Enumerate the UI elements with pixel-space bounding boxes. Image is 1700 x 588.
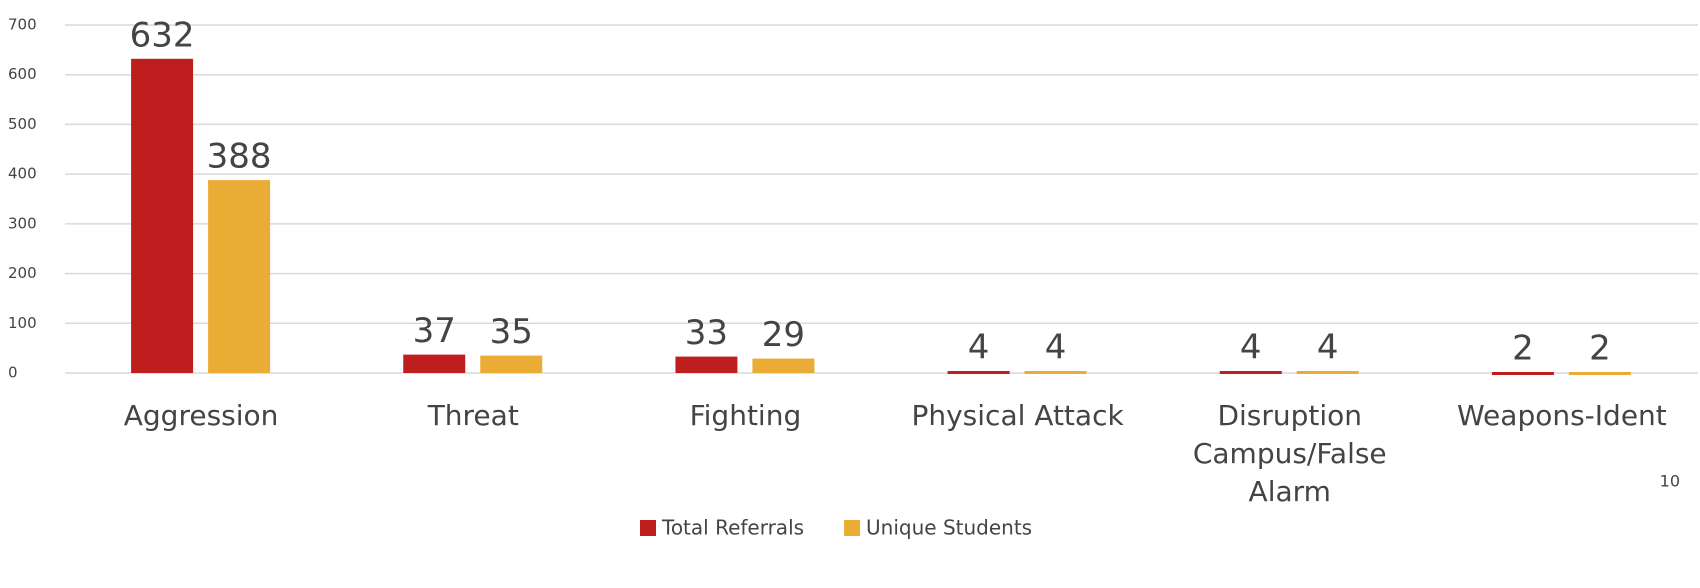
legend-swatch <box>844 520 861 536</box>
x-tick-label: Aggression <box>123 399 279 432</box>
data-label: 388 <box>207 137 272 177</box>
bar <box>131 58 194 373</box>
legend-label: Total Referrals <box>661 516 804 540</box>
x-tick-label: Fighting <box>689 399 802 432</box>
bar <box>1568 372 1631 376</box>
bar <box>1491 372 1554 376</box>
y-tick-label: 300 <box>8 214 37 232</box>
x-tick-label: Physical Attack <box>911 399 1124 432</box>
bar <box>480 355 543 373</box>
bar <box>1219 371 1282 375</box>
data-label: 35 <box>490 312 533 352</box>
data-label: 632 <box>130 15 195 55</box>
x-tick-label: Weapons-Ident <box>1457 399 1667 432</box>
y-tick-label: 200 <box>8 264 37 282</box>
data-label: 29 <box>762 315 805 355</box>
y-tick-label: 500 <box>8 115 37 133</box>
legend-swatch <box>640 520 656 536</box>
y-tick-label: 400 <box>8 165 37 183</box>
bar <box>752 358 815 373</box>
y-tick-label: 600 <box>8 65 37 83</box>
page-number: 10 <box>1660 472 1680 491</box>
x-tick-label: Disruption Campus/False Alarm <box>1192 399 1387 508</box>
bar <box>403 354 466 373</box>
data-label: 33 <box>685 313 728 353</box>
y-tick-label: 0 <box>8 364 18 382</box>
data-label: 37 <box>413 311 456 351</box>
y-tick-label: 100 <box>8 314 37 332</box>
bar <box>675 356 738 373</box>
x-tick-label: Threat <box>427 399 519 432</box>
bar <box>208 180 271 373</box>
data-label: 4 <box>968 328 990 368</box>
legend-label: Unique Students <box>866 516 1032 540</box>
bar <box>1296 371 1359 375</box>
data-label: 2 <box>1589 329 1611 369</box>
data-label: 4 <box>1045 328 1067 368</box>
y-tick-label: 700 <box>8 16 37 34</box>
bar <box>1024 371 1087 375</box>
data-label: 4 <box>1317 328 1339 368</box>
data-label: 2 <box>1512 329 1534 369</box>
bar <box>947 371 1010 375</box>
data-label: 4 <box>1240 328 1262 368</box>
